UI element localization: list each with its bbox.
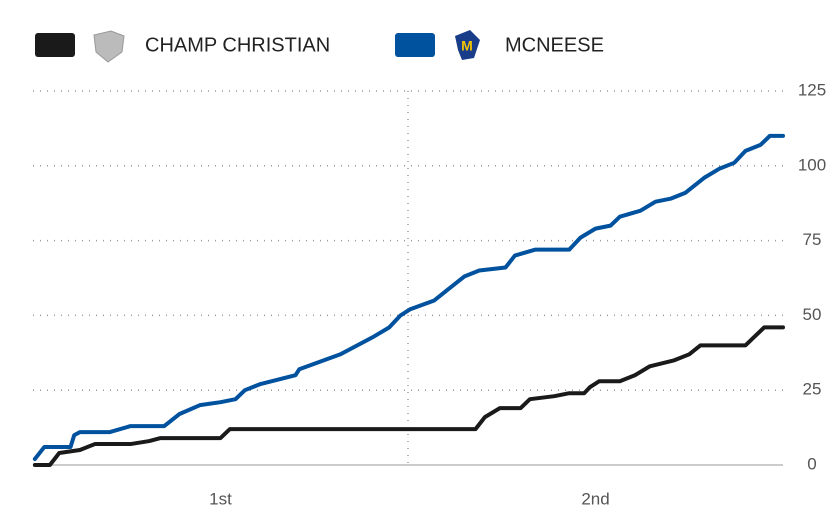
legend-label: MCNEESE <box>505 34 604 56</box>
score-line <box>32 325 785 467</box>
y-tick-label: 125 <box>798 80 826 99</box>
y-tick-label: 100 <box>798 155 826 174</box>
legend-swatch <box>395 33 435 57</box>
legend-label: CHAMP CHRISTIAN <box>145 34 330 56</box>
y-tick-label: 50 <box>803 305 822 324</box>
legend-swatch <box>35 33 75 57</box>
period-label: 2nd <box>581 489 609 508</box>
y-tick-label: 75 <box>803 230 822 249</box>
legend: CHAMP CHRISTIAN M MCNEESE <box>35 30 604 63</box>
team-logo <box>93 30 125 63</box>
score-line <box>32 133 785 462</box>
svg-text:M: M <box>461 38 473 54</box>
team-logo: M <box>455 30 480 60</box>
y-tick-label: 25 <box>803 380 822 399</box>
y-tick-label: 0 <box>807 454 816 473</box>
period-label: 1st <box>209 489 232 508</box>
